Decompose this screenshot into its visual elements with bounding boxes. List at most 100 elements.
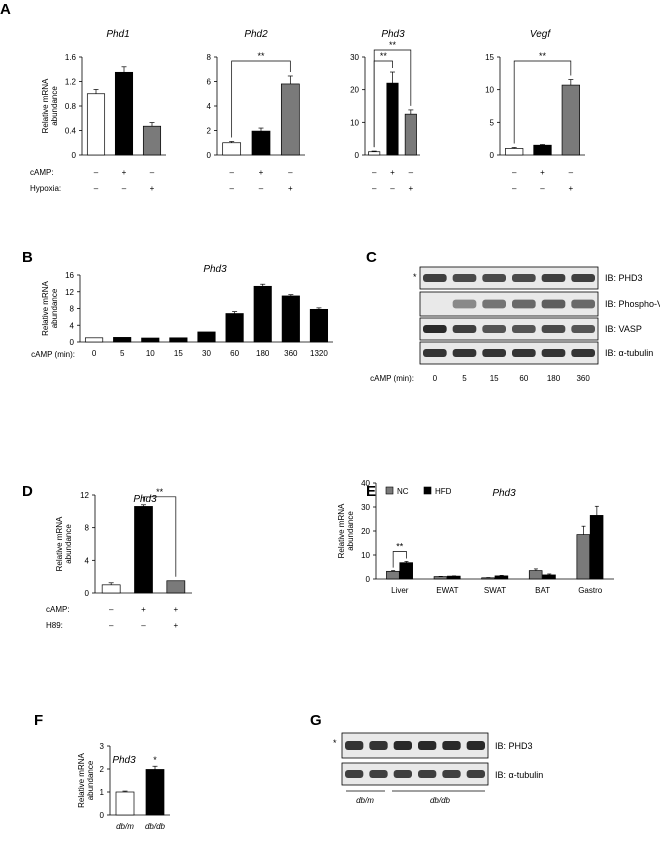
x-tick-label: SWAT	[484, 586, 506, 595]
blot-membrane	[419, 291, 599, 317]
chart-title: Vegf	[530, 29, 551, 40]
y-tick-label: 20	[350, 86, 359, 95]
blot-label: IB: α-tubulin	[495, 770, 543, 780]
condition-sign: –	[372, 168, 377, 177]
bar	[134, 506, 153, 594]
y-tick-label: 40	[361, 479, 370, 488]
x-tick-label: 360	[284, 349, 298, 358]
x-axis-label: cAMP (min):	[370, 374, 414, 383]
bar	[115, 791, 135, 816]
y-tick-label: 0.8	[65, 102, 77, 111]
chart-a3: Phd3 0 10 20 30 ****	[350, 29, 420, 160]
blot-band	[482, 349, 506, 357]
chart-title: Phd3	[112, 755, 136, 766]
x-tick-label: Gastro	[578, 586, 603, 595]
blot-band	[442, 741, 461, 750]
bar	[166, 580, 186, 594]
y-tick-label: 3	[100, 742, 105, 751]
y-tick-label: 12	[65, 288, 74, 297]
y-tick-label: 10	[485, 86, 494, 95]
lane-label: 5	[462, 374, 467, 383]
y-tick-label: 0	[85, 589, 90, 598]
blot-band	[571, 274, 595, 282]
group-label: db/m	[356, 796, 374, 805]
bar	[251, 130, 271, 156]
x-tick-label: 1320	[310, 349, 328, 358]
bar	[309, 308, 329, 343]
bar	[113, 337, 132, 343]
y-axis-label-line: Relative mRNA	[337, 503, 346, 558]
panel-letter-c: C	[366, 249, 377, 266]
bar	[561, 84, 580, 156]
condition-sign: +	[150, 184, 155, 193]
chart-title: Phd3	[492, 488, 516, 499]
condition-sign: +	[122, 168, 127, 177]
blot-band	[571, 299, 595, 309]
lane-label: 360	[576, 374, 590, 383]
condition-sign: –	[109, 621, 114, 630]
blot-band	[512, 349, 536, 357]
blot-band	[418, 770, 437, 778]
y-tick-label: 1.6	[65, 53, 77, 62]
x-tick-label: 180	[256, 349, 270, 358]
y-tick-label: 1	[100, 788, 105, 797]
condition-sign: –	[512, 184, 517, 193]
condition-sign: +	[568, 184, 573, 193]
nonspecific-band-star: *	[333, 738, 337, 748]
y-tick-label: 0	[355, 151, 360, 160]
y-axis-label-line: abundance	[50, 288, 59, 328]
bar	[533, 144, 552, 156]
y-tick-label: 0	[100, 811, 105, 820]
x-tick-label: BAT	[535, 586, 550, 595]
significance-star: **	[396, 541, 404, 551]
y-tick-label: 20	[361, 527, 370, 536]
blot-band	[512, 299, 536, 309]
blot-membrane	[341, 762, 489, 786]
blot-band	[345, 741, 364, 750]
condition-sign: –	[569, 168, 574, 177]
y-tick-label: 10	[361, 551, 370, 560]
y-axis-label: Relative mRNAabundance	[55, 516, 73, 571]
blot-label: IB: PHD3	[605, 273, 643, 283]
bar-nc	[433, 576, 448, 580]
y-tick-label: 2	[207, 127, 212, 136]
blot-strip-c	[419, 341, 599, 365]
y-tick-label: 6	[207, 78, 212, 87]
y-axis-label-line: abundance	[346, 511, 355, 551]
bar	[225, 313, 244, 343]
y-tick-label: 0.4	[65, 127, 77, 136]
blot-membrane	[419, 341, 599, 365]
condition-sign: –	[409, 168, 414, 177]
y-tick-label: 8	[207, 53, 212, 62]
chart-a1: Phd1 0 0.4 0.8 1.2 1.6 Relative mRNAabundance	[41, 29, 166, 160]
chart-title: Phd3	[203, 264, 227, 275]
bar	[281, 295, 300, 343]
chart-a2: Phd2 0 2 4 6 8 **	[207, 29, 305, 160]
x-tick-label: EWAT	[436, 586, 458, 595]
panel-letter-e: E	[366, 483, 376, 500]
blot-band	[452, 274, 477, 282]
y-tick-label: 10	[350, 118, 359, 127]
blot-band	[369, 741, 388, 750]
blot-band	[571, 349, 595, 357]
condition-label: Hypoxia:	[30, 184, 61, 193]
condition-sign: +	[173, 621, 178, 630]
y-axis-label: Relative mRNAabundance	[41, 78, 59, 133]
y-tick-label: 0	[366, 575, 371, 584]
blot-band	[466, 741, 485, 750]
blot-strip-g	[341, 732, 489, 759]
lane-label: 15	[490, 374, 499, 383]
chart-d: Phd3 0 4 8 12 Relative mRNAabundance **	[55, 487, 192, 598]
legend-swatch	[423, 486, 432, 495]
lane-label: 60	[519, 374, 528, 383]
blot-strip-g	[341, 762, 489, 786]
blot-band	[418, 741, 437, 750]
chart-title: Phd1	[106, 29, 129, 40]
bar-hfd	[447, 575, 461, 580]
x-axis-label: cAMP (min):	[31, 350, 75, 359]
bar	[169, 337, 188, 343]
bar-nc	[481, 577, 495, 580]
bar	[145, 769, 165, 816]
bar	[197, 331, 216, 343]
